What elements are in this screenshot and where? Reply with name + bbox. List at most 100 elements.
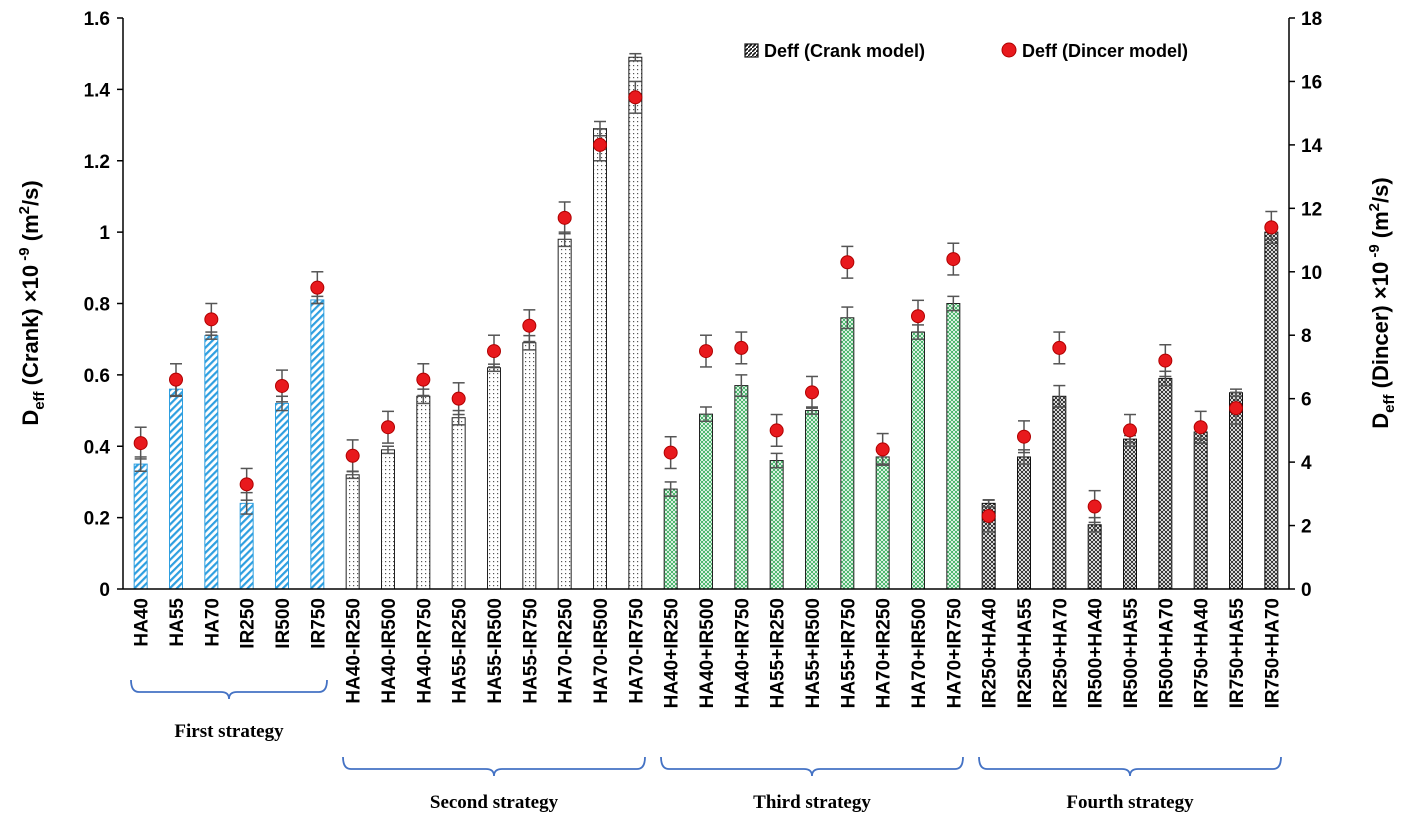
crank-bar-HA70+IR500	[911, 331, 925, 590]
left-tick-label: 0.4	[84, 437, 111, 458]
right-tick-label: 16	[1301, 72, 1322, 93]
crank-bar-IR500	[275, 402, 289, 590]
dincer-marker-HA55+IR250	[769, 423, 784, 438]
dincer-marker-HA70-IR750	[628, 90, 643, 105]
dincer-marker-HA70+IR750	[946, 252, 961, 267]
category-label-HA70-IR750: HA70-IR750	[626, 598, 647, 704]
category-label-IR500+HA70: IR500+HA70	[1156, 598, 1177, 708]
category-label-HA40+IR750: HA40+IR750	[732, 598, 753, 708]
dincer-marker-IR500	[275, 378, 289, 393]
crank-bar-HA40+IR500	[699, 413, 713, 590]
category-label-IR250+HA55: IR250+HA55	[1015, 598, 1036, 709]
crank-bar-HA55+IR500	[805, 410, 819, 590]
legend-label-crank: Deff (Crank model)	[764, 41, 925, 61]
category-label-HA40-IR500: HA40-IR500	[379, 598, 400, 704]
category-label-HA40-IR250: HA40-IR250	[344, 598, 365, 704]
category-label-HA70+IR500: HA70+IR500	[909, 598, 930, 708]
crank-bar-IR250	[239, 502, 254, 590]
crank-error-HA55+IR250	[770, 452, 783, 469]
group-2: Second strategy	[342, 756, 646, 813]
crank-bar-HA40-IR250	[345, 474, 360, 590]
dincer-marker-HA40+IR500	[699, 344, 713, 359]
dincer-marker-HA70+IR250	[875, 442, 890, 457]
legend-swatch-crank	[744, 43, 759, 58]
dincer-marker-IR750+HA40	[1193, 420, 1208, 435]
crank-bar-HA70-IR750	[628, 56, 643, 590]
category-label-IR250+HA40: IR250+HA40	[980, 598, 1001, 708]
crank-error-HA70-IR750	[629, 52, 642, 62]
category-label-HA70+IR750: HA70+IR750	[944, 598, 965, 708]
category-label-HA70+IR250: HA70+IR250	[874, 598, 895, 708]
dincer-marker-HA40	[133, 436, 148, 451]
dincer-marker-HA55	[169, 372, 183, 387]
dincer-marker-HA70+IR500	[911, 309, 925, 324]
dincer-marker-IR250+HA55	[1017, 429, 1031, 444]
crank-bar-HA40+IR750	[734, 385, 749, 590]
crank-bar-HA70-IR500	[593, 128, 607, 590]
dincer-marker-IR500+HA70	[1158, 353, 1173, 368]
group-brace	[978, 756, 1282, 777]
category-label-HA55+IR250: HA55+IR250	[768, 598, 789, 708]
dincer-marker-IR500+HA40	[1087, 499, 1102, 514]
dincer-marker-HA55-IR500	[487, 344, 501, 359]
right-tick-label: 6	[1301, 390, 1312, 411]
dincer-marker-HA40-IR500	[381, 420, 395, 435]
category-label-HA40+IR500: HA40+IR500	[697, 598, 718, 708]
category-labels: HA40 HA55 HA70 IR250 IR500 IR750 HA40-IR250 HA4…	[132, 598, 1284, 709]
crank-bar-HA55-IR500	[487, 367, 501, 590]
right-tick-label: 0	[1301, 580, 1312, 601]
left-tick-label: 0.6	[84, 366, 110, 387]
category-label-HA70-IR500: HA70-IR500	[591, 598, 612, 704]
dincer-marker-IR750+HA70	[1264, 220, 1279, 235]
group-label: Second strategy	[430, 792, 559, 813]
group-3: Third strategy	[660, 756, 964, 813]
category-label-IR750+HA70: IR750+HA70	[1262, 598, 1283, 708]
category-label-IR750: IR750	[308, 598, 329, 649]
crank-bar-IR750+HA40	[1193, 431, 1208, 590]
crank-bar-IR750+HA70	[1264, 231, 1279, 590]
crank-bar-HA70+IR750	[946, 303, 961, 590]
category-label-HA55-IR500: HA55-IR500	[485, 598, 506, 704]
dincer-marker-HA55+IR500	[805, 385, 819, 400]
legend-marker-dincer	[1001, 42, 1017, 58]
left-tick-label: 0	[99, 580, 110, 601]
crank-error-HA40+IR250	[664, 481, 677, 497]
left-axis-title: Deff (Crank) ×10 -9 (m2/s)	[16, 180, 48, 425]
right-axis-title: Deff (Dincer) ×10 -9 (m2/s)	[1366, 177, 1398, 428]
category-label-HA55+IR500: HA55+IR500	[803, 598, 824, 708]
crank-bar-HA55+IR250	[769, 460, 784, 590]
dincer-marker-HA70-IR500	[593, 137, 607, 152]
group-brace	[130, 679, 328, 700]
category-label-IR250: IR250	[238, 598, 259, 649]
dincer-marker-HA55-IR750	[522, 318, 537, 333]
left-tick-label: 1.4	[84, 80, 111, 101]
dincer-marker-HA55+IR750	[840, 255, 855, 270]
dincer-marker-HA40-IR250	[345, 448, 360, 463]
crank-bar-IR750	[310, 299, 325, 590]
dincer-marker-HA40-IR750	[416, 372, 431, 387]
crank-error-HA40+IR750	[735, 374, 748, 398]
dincer-marker-HA70-IR250	[557, 210, 572, 225]
left-tick-label: 1.6	[84, 9, 110, 30]
crank-bar-HA55-IR250	[451, 417, 466, 590]
group-label: Fourth strategy	[1066, 792, 1194, 813]
right-tick-label: 18	[1301, 9, 1322, 30]
dincer-marker-HA55-IR250	[451, 391, 466, 406]
crank-error-IR250+HA70	[1053, 384, 1066, 408]
crank-bar-IR250+HA55	[1017, 456, 1031, 590]
category-label-HA40-IR750: HA40-IR750	[414, 598, 435, 704]
dincer-marker-IR250	[239, 477, 254, 492]
legend-label-dincer: Deff (Dincer model)	[1022, 41, 1188, 61]
group-4: Fourth strategy	[978, 756, 1282, 813]
right-tick-label: 2	[1301, 517, 1312, 538]
category-label-IR500: IR500	[273, 598, 294, 649]
crank-error-HA55+IR750	[841, 306, 854, 330]
crank-bar-HA70+IR250	[875, 456, 890, 590]
dincer-marker-HA70	[204, 312, 219, 327]
category-label-HA70: HA70	[202, 598, 223, 647]
crank-bars	[133, 56, 1279, 590]
left-tick-label: 1	[99, 223, 110, 244]
category-label-HA55-IR750: HA55-IR750	[520, 598, 541, 704]
group-brace	[660, 756, 964, 777]
crank-bar-HA55	[169, 388, 183, 590]
